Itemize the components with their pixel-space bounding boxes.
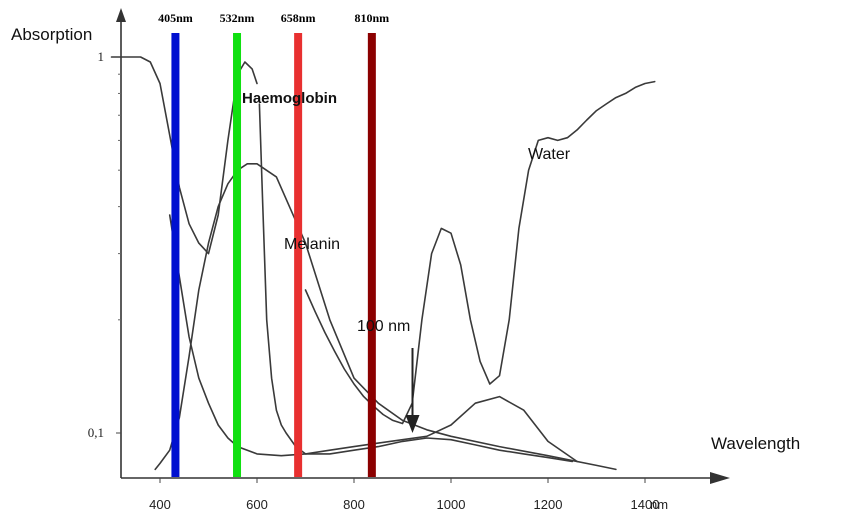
laser-line-658nm	[294, 33, 303, 477]
laser-label: 532nm	[220, 11, 255, 25]
annotation-label: 100 nm	[357, 318, 410, 335]
x-tick-label: 600	[246, 497, 268, 512]
laser-label: 658nm	[281, 11, 316, 25]
annotation-arrow	[405, 348, 420, 433]
series-haemoglobin-line	[110, 56, 258, 255]
laser-line-532nm	[233, 33, 242, 477]
series-haemoglobin-line	[258, 103, 574, 463]
series-melanin-line	[154, 163, 617, 471]
laser-label: 405nm	[158, 11, 193, 25]
laser-label: 810nm	[355, 11, 390, 25]
axes	[116, 8, 730, 484]
annotation-arrow-head	[405, 415, 420, 433]
y-tick-label: 0,1	[88, 425, 104, 440]
y-axis-arrow	[116, 8, 126, 22]
curves	[110, 56, 656, 471]
x-axis-arrow	[710, 472, 730, 484]
curve-label-haemoglobin: Haemoglobin	[242, 90, 337, 107]
laser-lines: 405nm 532nm 658nm 810nm	[158, 11, 389, 477]
curve-label-melanin: Melanin	[284, 236, 340, 253]
x-unit-label: nm	[650, 497, 668, 512]
x-tick-label: 1400	[631, 497, 660, 512]
x-tick-label: 800	[343, 497, 365, 512]
series-water-line	[304, 80, 656, 425]
laser-line-810nm	[367, 33, 376, 477]
x-tick-label: 1000	[437, 497, 466, 512]
x-axis-title: Wavelength	[711, 434, 800, 453]
curve-label-water: Water	[528, 146, 571, 163]
x-tick-label: 400	[149, 497, 171, 512]
y-axis-title: Absorption	[11, 25, 92, 44]
x-tick-label: 1200	[534, 497, 563, 512]
y-tick-label: 1	[98, 49, 105, 64]
laser-line-405nm	[171, 33, 180, 477]
series-melanin-line	[168, 214, 578, 463]
